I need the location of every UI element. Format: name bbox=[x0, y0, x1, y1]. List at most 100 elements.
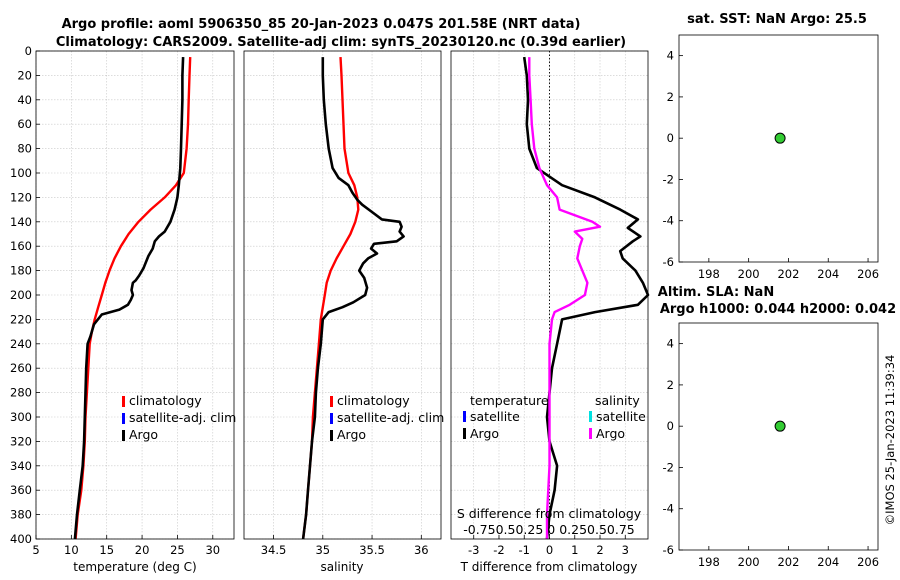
x-tick-label: 206 bbox=[857, 267, 879, 281]
legend-s-argo-label: Argo bbox=[596, 426, 625, 441]
temperature-panel: 5 10 15 20 25 30 0 20 40 60 80 100 120 140 160 180 200 2… bbox=[10, 44, 236, 574]
salinity-xlabel: salinity bbox=[320, 560, 363, 574]
salinity-legend: climatology satellite-adj. clim Argo bbox=[330, 393, 444, 442]
x-tick-label: 202 bbox=[777, 267, 799, 281]
x-tick-label: 2 bbox=[596, 543, 603, 557]
x-tick-label: 206 bbox=[857, 555, 879, 569]
s-difference-label: S difference from climatology bbox=[457, 506, 642, 521]
y-tick-label: 300 bbox=[10, 410, 32, 424]
legend-t-argo-label: Argo bbox=[470, 426, 499, 441]
x-tick-label: -3 bbox=[468, 543, 479, 557]
y-tick-label: -4 bbox=[663, 502, 674, 516]
y-tick-label: 2 bbox=[667, 90, 674, 104]
x-tick-label: 198 bbox=[698, 267, 720, 281]
legend-satclim-swatch bbox=[330, 413, 333, 424]
legend-climatology-label: climatology bbox=[337, 393, 410, 408]
argo-point-marker bbox=[774, 132, 786, 144]
legend-climatology-swatch bbox=[330, 396, 333, 407]
temperature-xlabel: temperature (deg C) bbox=[73, 560, 196, 574]
legend-satclim-label: satellite-adj. clim bbox=[129, 410, 236, 425]
y-tick-label: 240 bbox=[10, 337, 32, 351]
x-tick-label: 200 bbox=[738, 555, 760, 569]
salinity-panel: 34.5 35 35.5 36 salinity climatology satell… bbox=[243, 50, 444, 574]
y-tick-label: 280 bbox=[10, 386, 32, 400]
sla-frame bbox=[678, 322, 879, 551]
y-tick-label: 320 bbox=[10, 434, 32, 448]
legend-argo-label: Argo bbox=[129, 427, 158, 442]
legend-s-satellite-swatch bbox=[589, 411, 592, 422]
x-tick-label: 5 bbox=[32, 543, 39, 557]
legend-argo-swatch bbox=[330, 430, 333, 441]
salinity-frame bbox=[243, 50, 442, 540]
legend-s-satellite-label: satellite bbox=[596, 409, 646, 424]
series-salinity-argo bbox=[528, 57, 602, 539]
legend-salinity-title: salinity bbox=[595, 393, 640, 408]
x-tick-label: 34.5 bbox=[261, 543, 287, 557]
x-tick-label: 0 bbox=[546, 543, 553, 557]
y-tick-label: 2 bbox=[667, 378, 674, 392]
x-tick-label: 204 bbox=[817, 555, 839, 569]
difference-legend: temperature satellite Argo salinity sate… bbox=[463, 393, 646, 441]
y-tick-label: 0 bbox=[25, 44, 32, 58]
legend-climatology-label: climatology bbox=[129, 393, 202, 408]
y-tick-label: 100 bbox=[10, 166, 32, 180]
imos-watermark: ©IMOS 25-Jan-2023 11:39:34 bbox=[883, 355, 897, 526]
legend-t-argo-swatch bbox=[463, 428, 466, 439]
y-tick-label: -2 bbox=[663, 460, 674, 474]
sla-title-line2: Argo h1000: 0.044 h2000: 0.042 bbox=[660, 302, 896, 317]
sla-title-line1: Altim. SLA: NaN bbox=[658, 285, 774, 300]
legend-argo-swatch bbox=[122, 430, 125, 441]
legend-satclim-swatch bbox=[122, 413, 125, 424]
difference-panel: -3 -2 -1 0 1 2 3 T difference from climatology… bbox=[450, 50, 650, 574]
y-tick-label: 340 bbox=[10, 459, 32, 473]
legend-argo-label: Argo bbox=[337, 427, 366, 442]
x-tick-label: -1 bbox=[519, 543, 530, 557]
y-tick-label: 20 bbox=[17, 68, 32, 82]
y-tick-label: -6 bbox=[663, 255, 674, 269]
legend-climatology-swatch bbox=[122, 396, 125, 407]
x-tick-label: 25 bbox=[170, 543, 185, 557]
y-tick-label: 4 bbox=[667, 337, 674, 351]
legend-t-satellite-swatch bbox=[463, 411, 466, 422]
legend-t-satellite-label: satellite bbox=[470, 409, 520, 424]
x-tick-label: 3 bbox=[622, 543, 629, 557]
s-difference-ticks: -0.750.50.25 0 0.250.50.75 bbox=[463, 522, 635, 537]
sla-panel: 198 200 202 204 206 4 2 0 -2 -4 -6 bbox=[663, 322, 879, 569]
legend-satclim-label: satellite-adj. clim bbox=[337, 410, 444, 425]
y-tick-label: -6 bbox=[663, 543, 674, 557]
y-tick-label: 0 bbox=[667, 131, 674, 145]
x-tick-label: -2 bbox=[493, 543, 504, 557]
x-tick-label: 36 bbox=[414, 543, 429, 557]
argo-point-marker bbox=[774, 420, 786, 432]
x-tick-label: 200 bbox=[738, 267, 760, 281]
y-tick-label: 160 bbox=[10, 239, 32, 253]
y-tick-label: 4 bbox=[667, 49, 674, 63]
main-title-line1: Argo profile: aoml 5906350_85 20-Jan-202… bbox=[62, 17, 581, 32]
series-temperature-argo bbox=[522, 56, 650, 540]
y-tick-label: 380 bbox=[10, 508, 32, 522]
sst-panel: 198 200 202 204 206 4 2 0 -2 -4 -6 bbox=[663, 34, 879, 281]
x-tick-label: 15 bbox=[99, 543, 114, 557]
x-tick-label: 202 bbox=[777, 555, 799, 569]
y-tick-label: 80 bbox=[17, 142, 32, 156]
y-tick-label: -4 bbox=[663, 214, 674, 228]
x-tick-label: 20 bbox=[135, 543, 150, 557]
series-argo bbox=[73, 57, 185, 540]
y-tick-label: 180 bbox=[10, 264, 32, 278]
series-climatology bbox=[301, 57, 360, 540]
legend-s-argo-swatch bbox=[589, 428, 592, 439]
y-tick-label: -2 bbox=[663, 172, 674, 186]
y-tick-label: 200 bbox=[10, 288, 32, 302]
x-tick-label: 10 bbox=[64, 543, 79, 557]
x-tick-label: 1 bbox=[571, 543, 578, 557]
sst-title: sat. SST: NaN Argo: 25.5 bbox=[687, 12, 867, 27]
difference-xlabel: T difference from climatology bbox=[460, 560, 638, 574]
y-tick-label: 60 bbox=[17, 117, 32, 131]
y-tick-label: 140 bbox=[10, 215, 32, 229]
x-tick-label: 198 bbox=[698, 555, 720, 569]
y-tick-label: 40 bbox=[17, 93, 32, 107]
y-tick-label: 400 bbox=[10, 532, 32, 546]
y-tick-label: 220 bbox=[10, 312, 32, 326]
x-tick-label: 204 bbox=[817, 267, 839, 281]
